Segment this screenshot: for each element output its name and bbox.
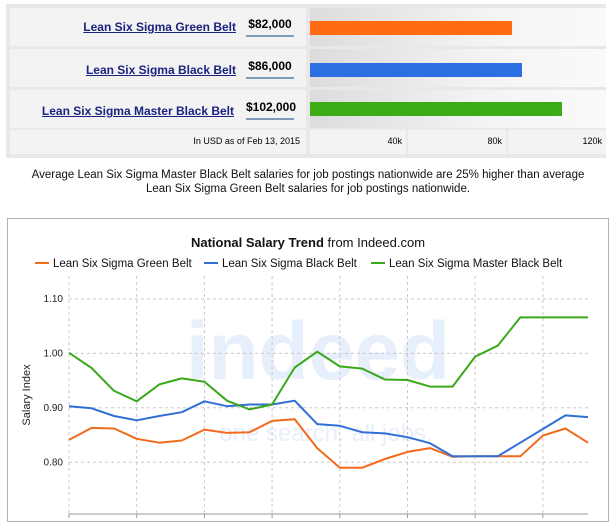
axis-tick-cell: 40k: [310, 130, 406, 154]
y-tick-label: 0.90: [44, 403, 64, 414]
salary-row-green-belt: Lean Six Sigma Green Belt $82,000: [10, 8, 306, 46]
axis-tick-label: 40k: [387, 136, 402, 146]
value-underline: [246, 35, 294, 37]
value-underline: [246, 77, 294, 79]
salary-row-master-black-belt: Lean Six Sigma Master Black Belt $102,00…: [10, 90, 306, 128]
axis-tick-cell: 120k: [508, 130, 606, 154]
chart-title: National Salary Trend from Indeed.com: [191, 235, 425, 250]
salary-trend-chart: indeed one search. all jobs. National Sala…: [7, 218, 609, 522]
y-axis-label: Salary Index: [21, 364, 33, 426]
series-line-1: [68, 399, 589, 458]
green-belt-link[interactable]: Lean Six Sigma Green Belt: [83, 20, 236, 34]
axis-tick-label: 120k: [582, 136, 602, 146]
y-tick-label: 1.00: [44, 348, 64, 359]
bar-black-belt: [310, 63, 522, 77]
legend-label: Lean Six Sigma Green Belt: [53, 258, 193, 270]
bar-track-green-belt: [310, 8, 606, 46]
legend-label: Lean Six Sigma Master Black Belt: [389, 258, 563, 270]
bar-green-belt: [310, 21, 512, 35]
green-belt-salary: $82,000: [248, 17, 292, 31]
bar-track-black-belt: [310, 49, 606, 87]
series-line-0: [68, 418, 589, 469]
salary-comparison-panel: Lean Six Sigma Green Belt $82,000 Lean S…: [6, 4, 606, 158]
axis-tick-cell: 80k: [408, 130, 506, 154]
bar-master-black-belt: [310, 102, 562, 116]
bar-track-master-black-belt: [310, 90, 606, 128]
y-tick-label: 0.80: [44, 457, 64, 468]
black-belt-link[interactable]: Lean Six Sigma Black Belt: [85, 63, 236, 77]
y-tick-label: 1.10: [44, 294, 64, 305]
salary-row-black-belt: Lean Six Sigma Black Belt $86,000: [10, 49, 306, 87]
legend-label: Lean Six Sigma Black Belt: [222, 258, 358, 270]
master-black-belt-link[interactable]: Lean Six Sigma Master Black Belt: [41, 104, 234, 118]
currency-as-of-note: In USD as of Feb 13, 2015: [193, 136, 300, 146]
black-belt-salary: $86,000: [248, 59, 292, 73]
value-underline: [246, 118, 294, 120]
axis-footer-cell: In USD as of Feb 13, 2015: [10, 130, 306, 154]
series-line-2: [68, 316, 588, 411]
master-black-belt-salary: $102,000: [245, 100, 297, 114]
comparison-note: Average Lean Six Sigma Master Black Belt…: [31, 169, 585, 195]
axis-tick-label: 80k: [487, 136, 502, 146]
